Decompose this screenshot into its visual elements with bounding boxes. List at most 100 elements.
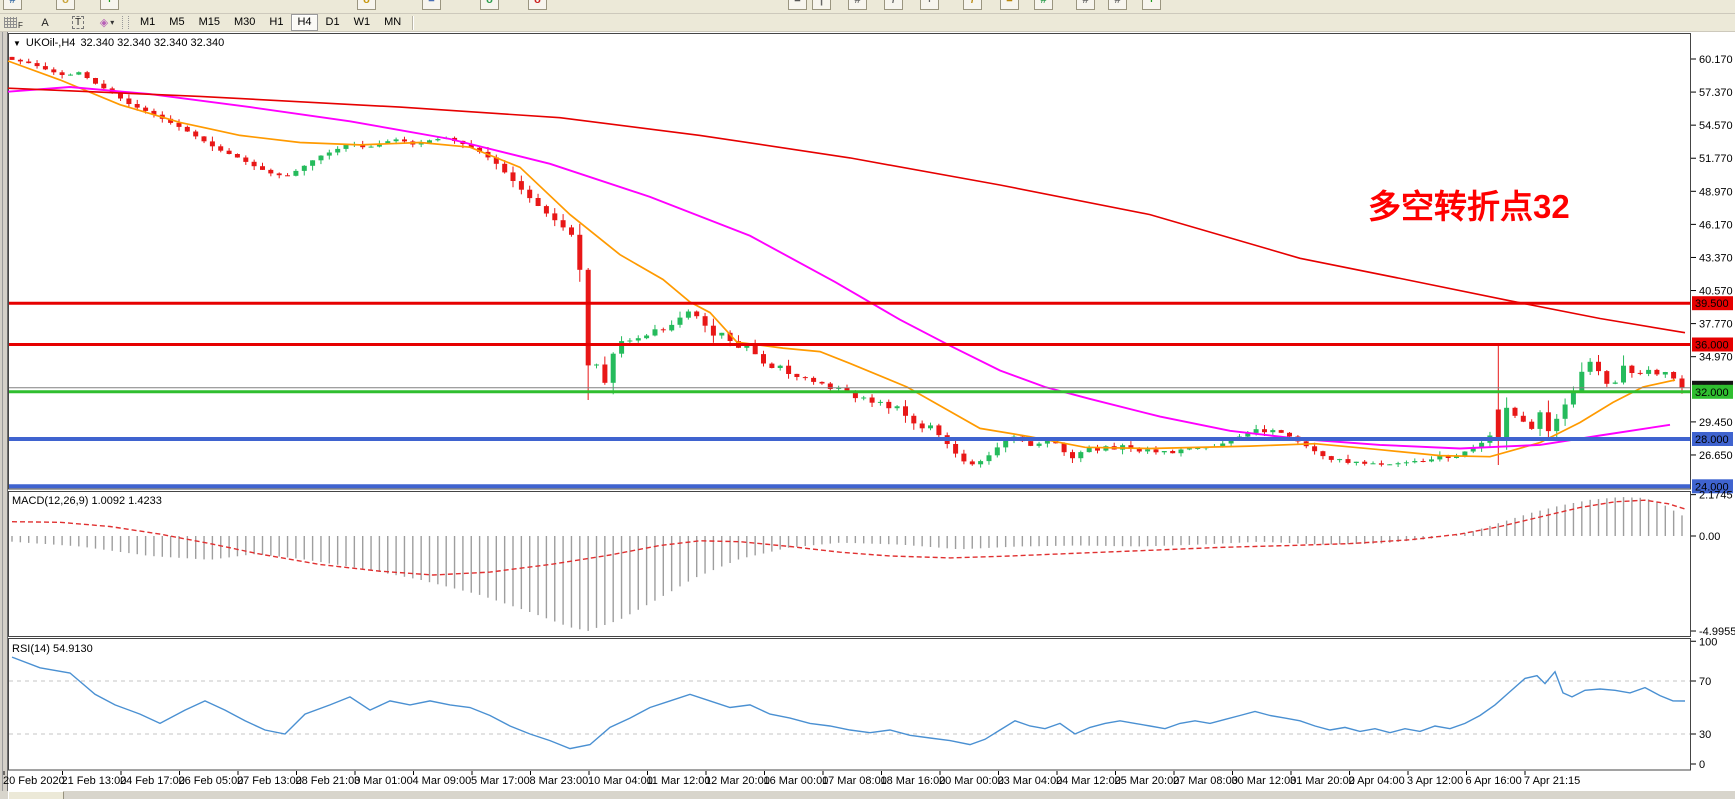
- svg-text:60.170: 60.170: [1699, 54, 1733, 66]
- svg-text:0: 0: [1699, 759, 1705, 771]
- svg-text:24 Mar 12:00: 24 Mar 12:00: [1056, 775, 1121, 787]
- chart-canvas[interactable]: 60.170 57.370 54.570 51.770 48.970 46.170 43.3…: [0, 31, 1735, 799]
- ma-orange-line: [7, 60, 1676, 458]
- svg-text:0.00: 0.00: [1699, 531, 1720, 543]
- svg-text:8 Mar 23:00: 8 Mar 23:00: [530, 775, 589, 787]
- svg-text:28.000: 28.000: [1695, 434, 1729, 446]
- scrollbar-thumb[interactable]: [8, 791, 64, 799]
- svg-text:36.000: 36.000: [1695, 340, 1729, 352]
- svg-text:34.970: 34.970: [1699, 352, 1733, 364]
- timeframe-button-h1[interactable]: H1: [269, 16, 284, 28]
- toolbar-standard: # o + o = o o = | # / + / = # # # +: [0, 0, 1735, 14]
- indicators-icon[interactable]: #: [1034, 0, 1053, 10]
- svg-text:48.970: 48.970: [1699, 186, 1733, 198]
- svg-text:40.570: 40.570: [1699, 286, 1733, 298]
- svg-text:17 Mar 08:00: 17 Mar 08:00: [822, 775, 887, 787]
- profile-icon[interactable]: o: [56, 0, 75, 10]
- svg-text:18 Mar 16:00: 18 Mar 16:00: [881, 775, 946, 787]
- pane-frames: [8, 33, 1691, 771]
- svg-text:70: 70: [1699, 676, 1711, 688]
- svg-text:46.170: 46.170: [1699, 219, 1733, 231]
- template-icon[interactable]: #: [1108, 0, 1127, 10]
- timeframe-buttons: M1 M5 M15 M30 H1 H4 D1 W1 MN: [133, 14, 408, 31]
- text-box-icon[interactable]: T: [68, 15, 88, 30]
- timeframe-button-m15[interactable]: M15: [198, 16, 220, 28]
- price-badge-24.000: [1692, 479, 1733, 494]
- ohlc-quotes-label: 32.340 32.340 32.340 32.340: [80, 37, 225, 49]
- svg-text:37.770: 37.770: [1699, 319, 1733, 331]
- text-label-icon[interactable]: A: [41, 16, 49, 29]
- chevron-down-icon: ▾: [110, 18, 115, 27]
- svg-text:100: 100: [1699, 636, 1717, 648]
- new-order-icon[interactable]: +: [100, 0, 119, 10]
- svg-text:31 Mar 20:00: 31 Mar 20:00: [1290, 775, 1355, 787]
- svg-text:2 Apr 04:00: 2 Apr 04:00: [1349, 775, 1405, 787]
- fibonacci-grid-icon[interactable]: F: [4, 15, 24, 30]
- toolbar-drag-handle[interactable]: [122, 16, 129, 29]
- svg-text:26 Feb 05:00: 26 Feb 05:00: [179, 775, 244, 787]
- timeframe-button-h4[interactable]: H4: [291, 14, 318, 31]
- toolbar-separator: [412, 15, 415, 30]
- svg-text:21 Feb 13:00: 21 Feb 13:00: [62, 775, 127, 787]
- chart-window-icon[interactable]: #: [3, 0, 22, 10]
- timeframe-button-m5[interactable]: M5: [169, 16, 185, 28]
- list-icon[interactable]: =: [788, 0, 807, 10]
- price-axis: 60.170 57.370 54.570 51.770 48.970 46.170 43.3…: [1691, 54, 1735, 771]
- svg-text:10 Mar 04:00: 10 Mar 04:00: [588, 775, 653, 787]
- macd-indicator-label: MACD(12,26,9) 1.0092 1.4233: [12, 495, 162, 507]
- svg-text:11 Mar 12:00: 11 Mar 12:00: [647, 775, 711, 787]
- chart-title: ▼ UKOil-,H4 32.340 32.340 32.340 32.340: [13, 37, 224, 49]
- svg-text:12 Mar 20:00: 12 Mar 20:00: [705, 775, 770, 787]
- svg-text:3 Apr 12:00: 3 Apr 12:00: [1407, 775, 1463, 787]
- svg-text:7 Apr 21:15: 7 Apr 21:15: [1524, 775, 1580, 787]
- candle-chart-icon[interactable]: #: [848, 0, 867, 10]
- svg-text:43.370: 43.370: [1699, 253, 1733, 265]
- timeframe-button-w1[interactable]: W1: [353, 16, 371, 28]
- svg-text:3 Mar 01:00: 3 Mar 01:00: [354, 775, 413, 787]
- horizontal-scrollbar[interactable]: [0, 791, 1735, 799]
- svg-text:28 Feb 21:00: 28 Feb 21:00: [296, 775, 361, 787]
- refresh-icon[interactable]: o: [480, 0, 499, 10]
- pencil-icon[interactable]: /: [963, 0, 982, 10]
- bar-chart-icon[interactable]: |: [812, 0, 831, 10]
- toolbar-timeframes: F A T ◈ ▾ M1 M5 M15 M30 H1 H4 D1 W1 MN: [0, 14, 1735, 32]
- svg-text:5 Mar 17:00: 5 Mar 17:00: [471, 775, 530, 787]
- grid-icon[interactable]: #: [1076, 0, 1095, 10]
- svg-text:30 Mar 12:00: 30 Mar 12:00: [1232, 775, 1297, 787]
- svg-text:32.000: 32.000: [1695, 387, 1729, 399]
- svg-text:20 Mar 00:00: 20 Mar 00:00: [939, 775, 1004, 787]
- timeframe-button-d1[interactable]: D1: [325, 16, 340, 28]
- symbol-period-label: UKOil-,H4: [25, 37, 76, 49]
- svg-text:26.650: 26.650: [1699, 450, 1733, 462]
- timeframe-button-m30[interactable]: M30: [233, 16, 256, 28]
- zoom-in-icon[interactable]: +: [920, 0, 939, 10]
- line-chart-icon[interactable]: /: [884, 0, 903, 10]
- price-badge-36.000: [1692, 337, 1733, 352]
- autotrade-icon[interactable]: =: [422, 0, 441, 10]
- add-indicator-icon[interactable]: +: [1142, 0, 1161, 10]
- horizontal-level-lines: [9, 301, 1690, 489]
- chart-dropdown-icon[interactable]: ▼: [13, 38, 21, 48]
- stop-icon[interactable]: o: [528, 0, 547, 10]
- macd-signal-line: [11, 499, 1686, 576]
- chart-text-annotation: 多空转折点32: [1368, 188, 1570, 225]
- svg-text:39.500: 39.500: [1695, 298, 1729, 310]
- svg-text:57.370: 57.370: [1699, 87, 1733, 99]
- ma-red-line: [7, 87, 1686, 334]
- svg-text:23 Mar 04:00: 23 Mar 04:00: [998, 775, 1063, 787]
- svg-text:54.570: 54.570: [1699, 120, 1733, 132]
- timeframe-button-m1[interactable]: M1: [140, 16, 156, 28]
- macd-histogram: [11, 497, 1683, 631]
- timeframe-button-mn[interactable]: MN: [384, 16, 402, 28]
- expert-icon[interactable]: o: [357, 0, 376, 10]
- rsi-indicator-label: RSI(14) 54.9130: [12, 643, 93, 655]
- svg-text:30: 30: [1699, 729, 1711, 741]
- label-icon[interactable]: =: [1000, 0, 1019, 10]
- svg-text:-4.9955: -4.9955: [1699, 626, 1735, 638]
- rsi-line: [11, 656, 1686, 750]
- svg-text:25 Mar 20:00: 25 Mar 20:00: [1115, 775, 1180, 787]
- shapes-menu-icon[interactable]: ◈ ▾: [99, 17, 115, 29]
- svg-text:27 Mar 08:00: 27 Mar 08:00: [1173, 775, 1238, 787]
